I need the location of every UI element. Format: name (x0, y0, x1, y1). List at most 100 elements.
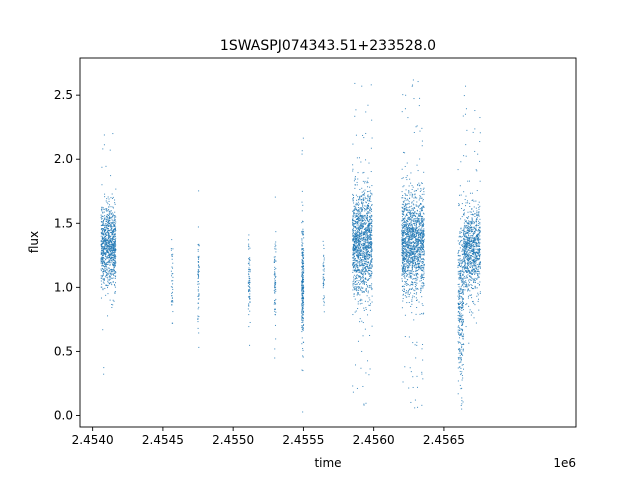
data-point (412, 252, 414, 254)
data-point (403, 205, 405, 207)
data-point (403, 208, 405, 210)
data-point (414, 215, 416, 217)
data-point (359, 250, 361, 252)
data-point (419, 233, 421, 235)
data-point (111, 217, 113, 219)
data-point (113, 241, 115, 243)
data-point (352, 198, 354, 200)
data-point (359, 198, 361, 200)
data-point (403, 290, 405, 292)
data-point (367, 240, 369, 242)
data-point (421, 274, 423, 276)
data-point (102, 225, 104, 227)
data-point (355, 240, 357, 242)
data-point (401, 265, 403, 267)
data-point (362, 231, 364, 233)
data-point (402, 286, 404, 288)
data-point (363, 247, 365, 249)
data-point (405, 194, 407, 196)
data-point (104, 252, 106, 254)
data-point (367, 229, 369, 231)
data-point (109, 273, 111, 275)
data-point (100, 260, 102, 262)
data-point (407, 257, 409, 259)
data-point (100, 270, 102, 272)
data-point (366, 198, 368, 200)
data-point (463, 335, 465, 337)
data-point (364, 255, 366, 257)
data-point (415, 313, 417, 315)
data-point (470, 214, 472, 216)
data-point (474, 239, 476, 241)
data-point (248, 304, 250, 306)
data-point (462, 250, 464, 252)
data-point (355, 208, 357, 210)
data-point (113, 249, 115, 250)
data-point (409, 251, 411, 253)
data-point (352, 314, 354, 316)
data-point (356, 266, 358, 268)
data-point (471, 221, 473, 223)
data-point (301, 317, 303, 319)
data-point (357, 286, 359, 288)
data-point (363, 238, 365, 240)
data-point (108, 213, 110, 215)
data-point (411, 196, 413, 198)
data-point (408, 296, 410, 298)
data-point (414, 257, 416, 259)
data-point (412, 253, 414, 255)
data-point (367, 251, 369, 253)
data-point (359, 275, 361, 277)
data-point (302, 292, 304, 294)
data-point (457, 302, 459, 304)
data-point (369, 334, 371, 336)
data-point (410, 172, 412, 174)
data-point (112, 235, 114, 237)
data-point (107, 231, 109, 233)
data-point (112, 255, 114, 257)
data-point (402, 285, 404, 287)
data-point (414, 259, 416, 261)
data-point (362, 272, 364, 274)
data-point (421, 140, 423, 142)
data-point (352, 232, 354, 234)
data-point (369, 269, 371, 271)
data-point (401, 233, 403, 235)
data-point (411, 261, 413, 263)
data-point (112, 239, 114, 241)
data-point (363, 190, 365, 192)
data-point (408, 223, 410, 225)
data-point (361, 254, 363, 256)
data-point (412, 256, 414, 258)
data-point (363, 137, 365, 139)
data-point (363, 234, 365, 236)
data-point (462, 248, 464, 250)
data-point (465, 285, 467, 287)
data-point (411, 85, 413, 87)
data-point (403, 288, 405, 290)
data-point (368, 229, 370, 231)
data-point (106, 237, 108, 239)
data-point (460, 333, 462, 335)
data-point (371, 248, 373, 250)
data-point (419, 215, 421, 217)
data-point (364, 209, 366, 210)
data-point (408, 336, 410, 338)
data-point (354, 214, 356, 216)
data-point (419, 236, 421, 238)
data-point (416, 266, 418, 268)
data-point (363, 223, 365, 225)
data-point (473, 279, 475, 281)
data-point (410, 252, 412, 254)
data-point (416, 201, 418, 203)
data-point (248, 289, 250, 291)
data-point (301, 303, 303, 305)
data-point (366, 264, 368, 266)
data-point (459, 232, 461, 234)
data-point (416, 272, 418, 274)
data-point (420, 197, 422, 199)
data-point (112, 265, 114, 267)
data-point (416, 307, 418, 308)
data-point (408, 249, 410, 251)
data-point (420, 245, 422, 246)
